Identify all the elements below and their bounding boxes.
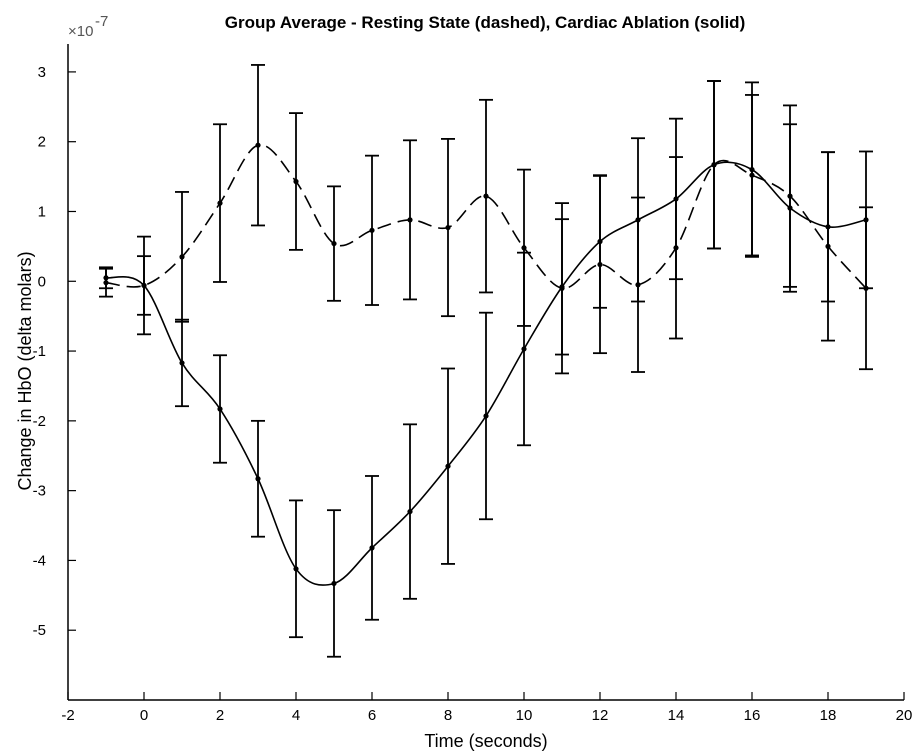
data-point [255,476,261,482]
x-tick-label: 18 [820,707,837,724]
data-point [863,217,869,223]
y-tick-label: 3 [38,64,46,81]
y-exponent-power: -7 [95,13,108,30]
series-line-dashed [105,144,867,290]
data-point [635,217,641,223]
y-tick-label: -5 [33,622,46,639]
data-point [483,193,489,199]
y-tick-label: 2 [38,134,46,151]
series-solid [99,80,873,658]
x-tick-label: -2 [61,707,74,724]
data-point [331,580,337,587]
series-line-solid [105,161,867,586]
y-tick-label: -4 [33,552,46,569]
data-point [141,282,147,289]
x-tick-label: 20 [896,707,913,724]
y-exponent-prefix: ×10 [68,23,93,40]
y-tick-label: -2 [33,413,46,430]
data-point [293,178,299,185]
data-point [103,275,109,281]
axes [67,44,904,701]
data-point [217,200,223,206]
x-tick-label: 16 [744,707,761,724]
data-point [711,162,717,168]
y-tick-label: -1 [33,343,46,360]
x-tick-label: 2 [216,707,224,724]
data-point [407,217,413,223]
data-point [445,463,451,469]
x-tick-label: 0 [140,707,148,724]
data-point [825,224,831,230]
data-point [787,205,793,211]
x-tick-label: 4 [292,707,300,724]
series-container [99,64,873,658]
data-point [293,566,299,572]
data-point [407,508,413,515]
y-axis-label: Change in HbO (delta molars) [15,251,35,490]
data-point [179,360,185,366]
data-point [597,238,603,245]
data-point [445,224,451,231]
y-exponent-label: ×10 -7 [68,13,108,40]
x-tick-label: 12 [592,707,609,724]
y-tick-label: 1 [38,203,46,220]
data-point [749,167,755,173]
data-point [673,196,679,202]
x-tick-label: 8 [444,707,452,724]
data-point [331,240,337,247]
x-tick-label: 14 [668,707,685,724]
x-tick-label: 6 [368,707,376,724]
data-point [369,227,375,233]
data-point [559,284,565,290]
data-point [521,245,527,251]
chart-title: Group Average - Resting State (dashed), … [225,13,745,32]
data-point [217,406,223,412]
y-tick-label: 0 [38,273,46,290]
data-point [369,545,375,551]
x-axis-label: Time (seconds) [424,731,547,751]
x-tick-label: 10 [516,707,533,724]
y-tick-label: -3 [33,483,46,500]
data-point [521,346,527,352]
data-point [255,142,261,148]
data-point [179,254,185,260]
data-point [483,413,489,419]
